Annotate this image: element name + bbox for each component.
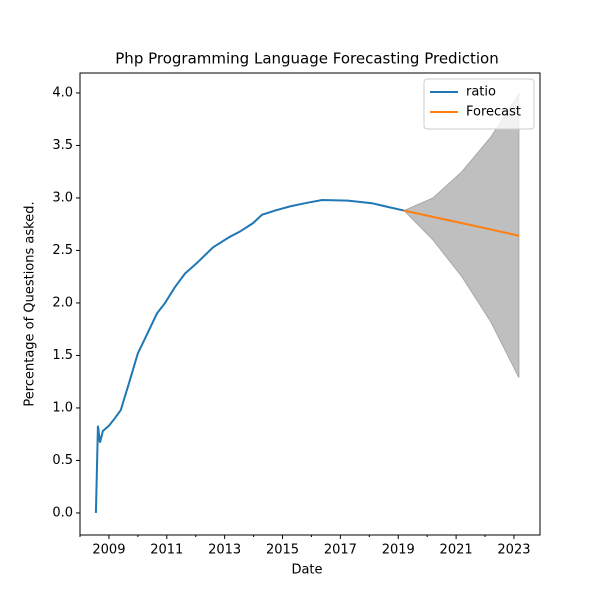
x-tick-label: 2015 <box>266 543 299 558</box>
y-tick-label: 3.5 <box>52 138 73 153</box>
y-tick-label: 1.5 <box>52 348 73 363</box>
y-tick-label: 4.0 <box>52 85 73 100</box>
y-tick-label: 1.0 <box>52 400 73 415</box>
y-tick-label: 2.0 <box>52 295 73 310</box>
x-tick-label: 2019 <box>382 543 415 558</box>
x-tick-label: 2023 <box>497 543 530 558</box>
x-tick-label: 2013 <box>208 543 241 558</box>
y-axis-label: Percentage of Questions asked. <box>23 201 38 406</box>
x-tick-label: 2011 <box>150 543 183 558</box>
x-axis-label: Date <box>291 563 322 578</box>
series-line <box>94 199 405 513</box>
confidence-band <box>403 92 520 378</box>
legend-label: Forecast <box>466 105 521 120</box>
x-tick-label: 2017 <box>324 543 357 558</box>
plot-frame <box>79 72 541 536</box>
x-tick-label: 2009 <box>92 543 125 558</box>
y-tick-label: 3.0 <box>52 190 73 205</box>
chart-title: Php Programming Language Forecasting Pre… <box>115 50 498 68</box>
series-line <box>403 209 520 237</box>
legend-label: ratio <box>466 85 496 100</box>
y-tick-label: 0.5 <box>52 453 73 468</box>
x-tick-label: 2021 <box>440 543 473 558</box>
y-tick-label: 0.0 <box>52 505 73 520</box>
y-tick-label: 2.5 <box>52 243 73 258</box>
